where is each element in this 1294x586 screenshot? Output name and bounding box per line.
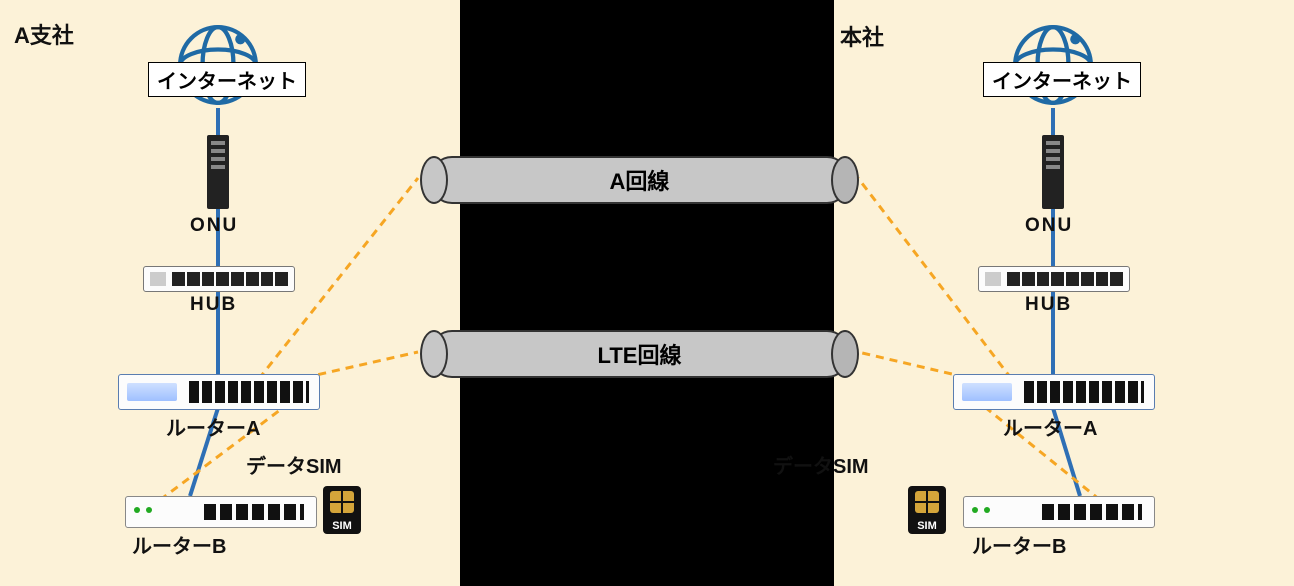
onu-device-left xyxy=(207,135,229,209)
left-site-title: A支社 xyxy=(14,18,74,50)
hub-label-left: HUB xyxy=(190,294,237,316)
router-b-label-left: ルーターB xyxy=(132,530,226,559)
diagram-stage: A回線 LTE回線 A支社 本社 インターネット ONU HUB ルーターA デ… xyxy=(0,0,1294,586)
sim-icon-right xyxy=(908,486,946,534)
sim-icon-left xyxy=(323,486,361,534)
router-b-device-right xyxy=(963,496,1155,528)
router-a-label-right: ルーターA xyxy=(1003,412,1097,441)
router-a-device-left xyxy=(118,374,320,410)
onu-label-right: ONU xyxy=(1025,215,1073,237)
hub-label-right: HUB xyxy=(1025,294,1072,316)
router-a-label-left: ルーターA xyxy=(166,412,260,441)
datasim-label-left: データSIM xyxy=(246,450,342,479)
internet-label-left: インターネット xyxy=(148,62,306,97)
right-site-title: 本社 xyxy=(840,20,884,52)
hub-device-left xyxy=(143,266,295,292)
datasim-label-right: データSIM xyxy=(773,450,869,479)
router-b-device-left xyxy=(125,496,317,528)
hub-device-right xyxy=(978,266,1130,292)
pipe-lte-label: LTE回線 xyxy=(432,338,847,370)
internet-label-right: インターネット xyxy=(983,62,1141,97)
router-a-device-right xyxy=(953,374,1155,410)
router-b-label-right: ルーターB xyxy=(972,530,1066,559)
onu-label-left: ONU xyxy=(190,215,238,237)
pipe-a: A回線 xyxy=(430,156,849,204)
pipe-lte: LTE回線 xyxy=(430,330,849,378)
onu-device-right xyxy=(1042,135,1064,209)
pipe-a-label: A回線 xyxy=(432,164,847,196)
